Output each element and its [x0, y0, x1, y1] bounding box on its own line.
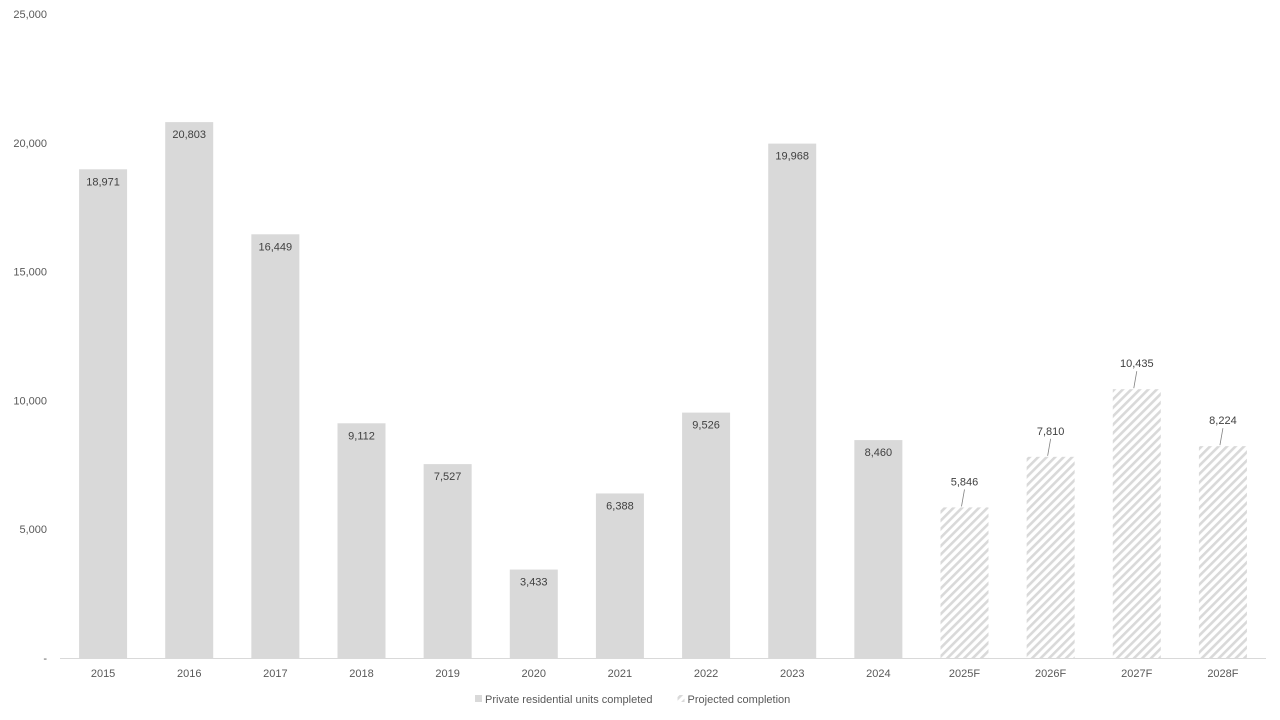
data-label: 20,803 [172, 129, 206, 141]
data-label: 16,449 [259, 241, 293, 253]
completed-bar [337, 423, 386, 658]
completed-bar [79, 169, 128, 658]
completed-bar [423, 464, 472, 658]
completed-bar [251, 234, 300, 659]
legend-swatch-completed [475, 695, 482, 702]
completed-bar [682, 412, 731, 658]
x-tick-label: 2019 [435, 668, 459, 680]
x-tick-label: 2027F [1121, 668, 1152, 680]
data-label: 5,846 [951, 476, 979, 488]
data-label: 3,433 [520, 577, 548, 589]
x-axis: 2015 2016 2017 2018 2019 2020 2021 2022 2023 2024… [60, 658, 1266, 680]
projected-bar [1198, 446, 1247, 658]
completed-bar [165, 122, 214, 658]
x-tick-label: 2025F [949, 668, 980, 680]
y-tick-label: 20,000 [13, 138, 47, 150]
x-tick-label: 2017 [263, 668, 287, 680]
completed-bar [595, 493, 644, 658]
legend-swatch-projected [677, 695, 685, 702]
x-tick-label: 2028F [1207, 668, 1238, 680]
completed-bar [768, 143, 817, 658]
y-tick-label: 5,000 [19, 524, 47, 536]
data-labels: 18,971 20,803 16,449 9,112 7,527 3,433 6,388 9,… [86, 129, 1236, 588]
x-tick-label: 2020 [522, 668, 546, 680]
y-tick-label: - [43, 653, 47, 665]
leader-line [1219, 428, 1224, 446]
bars [79, 122, 1247, 659]
completed-bar [509, 569, 558, 658]
leader-line [1133, 371, 1138, 389]
projected-bar [940, 507, 989, 658]
x-tick-label: 2018 [349, 668, 373, 680]
x-tick-label: 2026F [1035, 668, 1066, 680]
x-tick-label: 2016 [177, 668, 201, 680]
y-tick-label: 15,000 [13, 267, 47, 279]
y-tick-label: 10,000 [13, 395, 47, 407]
x-tick-label: 2024 [866, 668, 890, 680]
data-label: 9,112 [348, 430, 375, 442]
legend-label: Projected completion [688, 694, 791, 706]
data-label: 7,810 [1037, 426, 1065, 438]
y-axis: - 5,000 10,000 15,000 20,000 25,000 [13, 9, 47, 665]
x-tick-label: 2023 [780, 668, 804, 680]
x-tick-label: 2022 [694, 668, 718, 680]
data-label: 19,968 [775, 151, 809, 163]
leader-line [961, 489, 965, 507]
data-label: 6,388 [606, 500, 634, 512]
completed-bar [854, 440, 903, 658]
data-label: 8,224 [1209, 415, 1237, 427]
leader-line [1047, 438, 1052, 456]
data-label: 7,527 [434, 471, 462, 483]
data-label: 10,435 [1120, 358, 1154, 370]
legend-label: Private residential units completed [485, 694, 653, 706]
legend: Private residential units completed Proje… [475, 694, 790, 706]
data-label: 9,526 [692, 420, 720, 432]
data-label: 18,971 [86, 176, 120, 188]
data-label: 8,460 [865, 447, 893, 459]
x-tick-label: 2021 [608, 668, 632, 680]
x-tick-label: 2015 [91, 668, 115, 680]
projected-bar [1026, 456, 1075, 658]
projected-bar [1112, 389, 1161, 658]
y-tick-label: 25,000 [13, 9, 47, 21]
